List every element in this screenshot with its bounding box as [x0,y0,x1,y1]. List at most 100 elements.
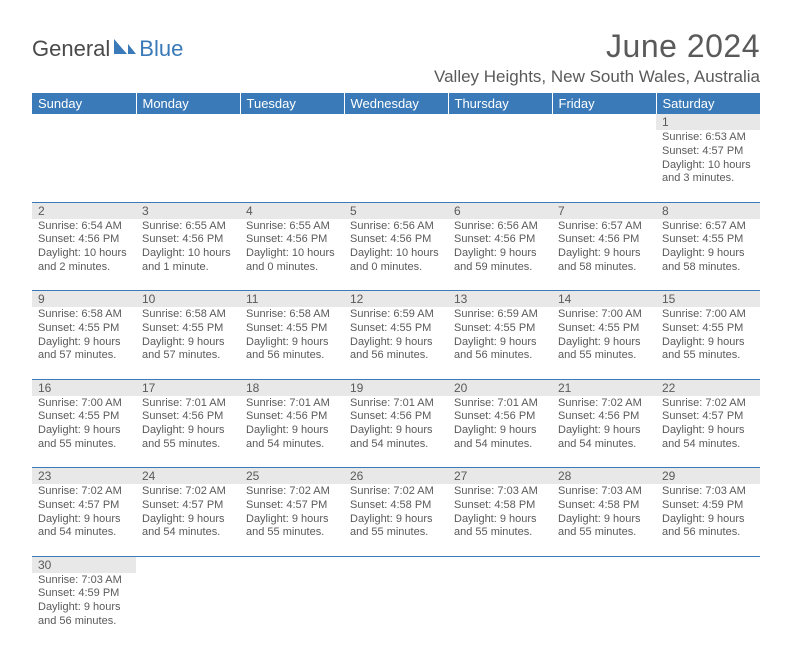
day-cell [552,130,656,202]
daynum-row: 9101112131415 [32,291,760,308]
week-row: Sunrise: 6:58 AMSunset: 4:55 PMDaylight:… [32,307,760,379]
day-number: 20 [448,379,552,396]
day-details: Sunrise: 6:54 AMSunset: 4:56 PMDaylight:… [32,219,136,277]
day-cell: Sunrise: 7:01 AMSunset: 4:56 PMDaylight:… [240,396,344,468]
header: General Blue June 2024 Valley Heights, N… [32,28,760,87]
day-number: 15 [656,291,760,308]
week-row: Sunrise: 6:54 AMSunset: 4:56 PMDaylight:… [32,219,760,291]
day-cell: Sunrise: 6:54 AMSunset: 4:56 PMDaylight:… [32,219,136,291]
day-cell: Sunrise: 6:59 AMSunset: 4:55 PMDaylight:… [344,307,448,379]
day-cell: Sunrise: 7:02 AMSunset: 4:57 PMDaylight:… [136,484,240,556]
calendar-table: Sunday Monday Tuesday Wednesday Thursday… [32,93,760,645]
day-number: 25 [240,468,344,485]
day-cell: Sunrise: 6:59 AMSunset: 4:55 PMDaylight:… [448,307,552,379]
day-details: Sunrise: 7:03 AMSunset: 4:59 PMDaylight:… [32,573,136,631]
daynum-row: 30 [32,556,760,573]
day-cell: Sunrise: 7:02 AMSunset: 4:57 PMDaylight:… [656,396,760,468]
day-details: Sunrise: 7:01 AMSunset: 4:56 PMDaylight:… [136,396,240,454]
day-number: 10 [136,291,240,308]
day-number: 13 [448,291,552,308]
day-details: Sunrise: 6:58 AMSunset: 4:55 PMDaylight:… [32,307,136,365]
day-details: Sunrise: 6:58 AMSunset: 4:55 PMDaylight:… [136,307,240,365]
day-cell: Sunrise: 7:02 AMSunset: 4:57 PMDaylight:… [240,484,344,556]
col-monday: Monday [136,93,240,114]
day-number [552,556,656,573]
daynum-row: 16171819202122 [32,379,760,396]
day-details: Sunrise: 7:02 AMSunset: 4:57 PMDaylight:… [32,484,136,542]
day-details: Sunrise: 7:02 AMSunset: 4:57 PMDaylight:… [656,396,760,454]
day-details: Sunrise: 6:56 AMSunset: 4:56 PMDaylight:… [344,219,448,277]
day-details: Sunrise: 7:03 AMSunset: 4:58 PMDaylight:… [448,484,552,542]
day-cell [240,573,344,645]
day-details: Sunrise: 7:01 AMSunset: 4:56 PMDaylight:… [344,396,448,454]
weekday-header-row: Sunday Monday Tuesday Wednesday Thursday… [32,93,760,114]
day-number [136,556,240,573]
col-saturday: Saturday [656,93,760,114]
col-thursday: Thursday [448,93,552,114]
day-number: 26 [344,468,448,485]
day-number: 14 [552,291,656,308]
day-details: Sunrise: 6:57 AMSunset: 4:56 PMDaylight:… [552,219,656,277]
day-number: 29 [656,468,760,485]
day-cell: Sunrise: 7:01 AMSunset: 4:56 PMDaylight:… [344,396,448,468]
day-cell: Sunrise: 6:56 AMSunset: 4:56 PMDaylight:… [344,219,448,291]
day-number: 27 [448,468,552,485]
day-number: 3 [136,202,240,219]
day-details: Sunrise: 7:00 AMSunset: 4:55 PMDaylight:… [552,307,656,365]
day-number: 9 [32,291,136,308]
day-cell: Sunrise: 7:00 AMSunset: 4:55 PMDaylight:… [32,396,136,468]
day-number: 6 [448,202,552,219]
day-number: 2 [32,202,136,219]
day-number: 12 [344,291,448,308]
day-cell: Sunrise: 6:57 AMSunset: 4:55 PMDaylight:… [656,219,760,291]
day-number [448,114,552,130]
day-number: 21 [552,379,656,396]
day-number: 1 [656,114,760,130]
daynum-row: 1 [32,114,760,130]
day-cell: Sunrise: 6:57 AMSunset: 4:56 PMDaylight:… [552,219,656,291]
day-cell [344,573,448,645]
day-cell: Sunrise: 6:56 AMSunset: 4:56 PMDaylight:… [448,219,552,291]
logo: General Blue [32,36,183,62]
day-cell [32,130,136,202]
day-number: 22 [656,379,760,396]
day-number [344,556,448,573]
day-cell: Sunrise: 7:03 AMSunset: 4:59 PMDaylight:… [32,573,136,645]
day-number: 19 [344,379,448,396]
day-details: Sunrise: 7:02 AMSunset: 4:56 PMDaylight:… [552,396,656,454]
week-row: Sunrise: 7:00 AMSunset: 4:55 PMDaylight:… [32,396,760,468]
day-number [448,556,552,573]
day-cell: Sunrise: 7:01 AMSunset: 4:56 PMDaylight:… [448,396,552,468]
col-sunday: Sunday [32,93,136,114]
day-number: 4 [240,202,344,219]
day-number: 17 [136,379,240,396]
col-wednesday: Wednesday [344,93,448,114]
col-friday: Friday [552,93,656,114]
day-number: 7 [552,202,656,219]
day-details: Sunrise: 6:55 AMSunset: 4:56 PMDaylight:… [240,219,344,277]
day-details: Sunrise: 7:03 AMSunset: 4:59 PMDaylight:… [656,484,760,542]
month-title: June 2024 [434,28,760,65]
day-details: Sunrise: 7:01 AMSunset: 4:56 PMDaylight:… [448,396,552,454]
day-cell [552,573,656,645]
day-number [240,556,344,573]
day-cell: Sunrise: 6:55 AMSunset: 4:56 PMDaylight:… [240,219,344,291]
logo-sail-icon [112,37,138,62]
day-cell: Sunrise: 6:55 AMSunset: 4:56 PMDaylight:… [136,219,240,291]
day-details: Sunrise: 7:02 AMSunset: 4:58 PMDaylight:… [344,484,448,542]
day-cell [136,130,240,202]
day-cell [240,130,344,202]
day-cell: Sunrise: 7:03 AMSunset: 4:59 PMDaylight:… [656,484,760,556]
day-cell: Sunrise: 7:00 AMSunset: 4:55 PMDaylight:… [552,307,656,379]
day-number [136,114,240,130]
day-details: Sunrise: 6:59 AMSunset: 4:55 PMDaylight:… [344,307,448,365]
day-details: Sunrise: 6:53 AMSunset: 4:57 PMDaylight:… [656,130,760,188]
day-details: Sunrise: 6:56 AMSunset: 4:56 PMDaylight:… [448,219,552,277]
daynum-row: 23242526272829 [32,468,760,485]
day-cell: Sunrise: 7:03 AMSunset: 4:58 PMDaylight:… [552,484,656,556]
day-number: 28 [552,468,656,485]
day-cell: Sunrise: 7:01 AMSunset: 4:56 PMDaylight:… [136,396,240,468]
day-number: 16 [32,379,136,396]
day-number [32,114,136,130]
day-cell: Sunrise: 6:58 AMSunset: 4:55 PMDaylight:… [32,307,136,379]
